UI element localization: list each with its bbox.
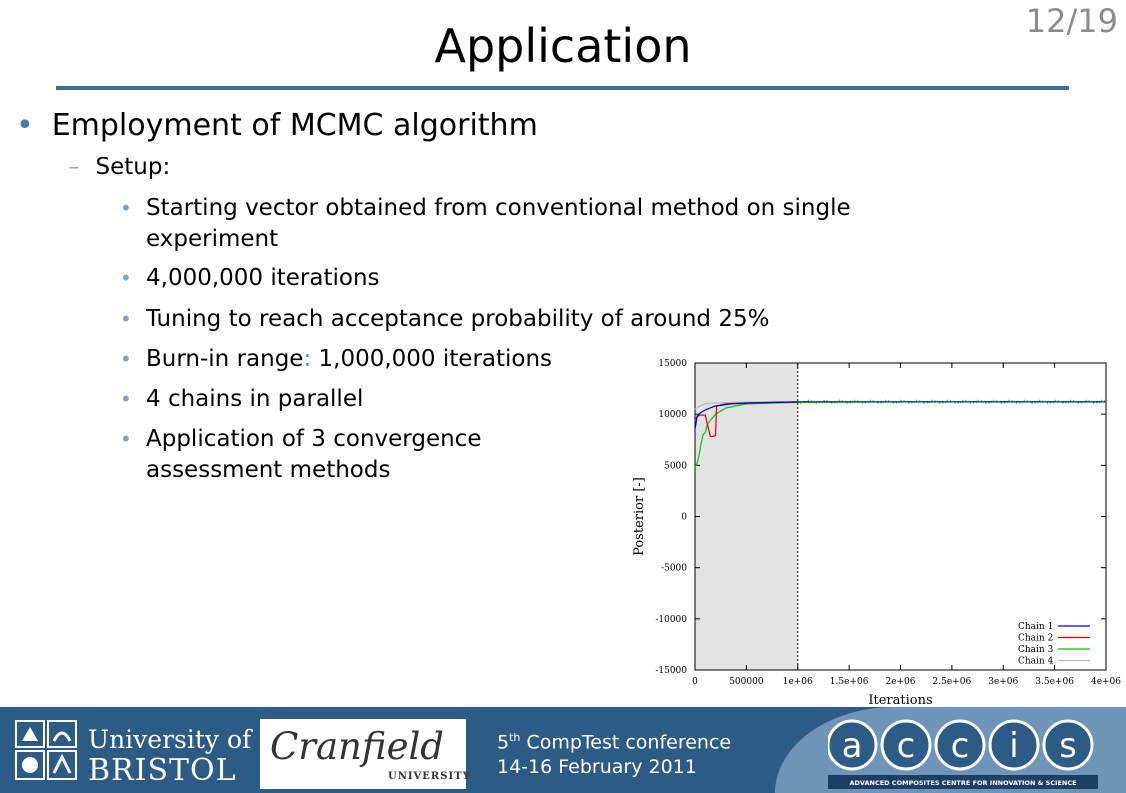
sub-bullet: • Tuning to reach acceptance probability… [120,304,986,335]
bullet-level1: • Employment of MCMC algorithm [16,106,538,146]
x-tick-label: 2.5e+06 [933,677,972,687]
sub-bullet: • 4,000,000 iterations [120,263,986,294]
accis-letter: a [842,726,863,766]
conference-name: 5th CompTest conference [497,731,732,754]
legend-label: Chain 1 [1018,622,1053,632]
sub-bullet-text: 4 chains in parallel [146,386,364,412]
title-divider [56,86,1069,90]
sub-bullet-text: 4,000,000 iterations [146,265,380,291]
y-axis-label: Posterior [-] [632,477,647,556]
x-tick-label: 4e+06 [1091,677,1121,687]
bristol-crest-icon [15,720,77,780]
bristol-line1: University of [88,725,252,754]
slide-title: Application [434,19,692,73]
bullet-level2: – Setup: [68,150,170,184]
sub-bullet-text: Burn-in range: 1,000,000 iterations [146,344,986,375]
x-axis-label: Iterations [868,693,932,708]
sub-bullet-text: Tuning to reach acceptance probability o… [146,306,770,332]
burn-in-region [695,363,798,670]
x-tick-label: 0 [692,677,698,687]
accis-letter: s [1059,726,1077,766]
conference-date: 14-16 February 2011 [497,756,697,779]
x-tick-label: 1e+06 [783,677,813,687]
accis-tagline-bar [828,775,1098,789]
accis-tagline: ADVANCED COMPOSITES CENTRE FOR INNOVATIO… [849,779,1076,787]
y-tick-label: 15000 [658,359,687,369]
y-tick-label: -5000 [661,564,687,574]
accis-circle [1042,719,1094,771]
sub-bullet: • Starting vector obtained from conventi… [120,193,986,255]
series-line [694,401,1106,430]
bristol-logo: University of BRISTOL [14,719,251,788]
bullet-icon: • [16,108,34,143]
x-tick-label: 3.5e+06 [1035,677,1074,687]
accis-letter: c [897,726,916,766]
legend-label: Chain 2 [1018,634,1053,644]
dash-icon: – [68,154,80,180]
x-tick-label: 3e+06 [988,677,1018,687]
x-tick-label: 2e+06 [885,677,915,687]
y-tick-label: -10000 [655,615,687,625]
bullet-icon: • [120,427,132,451]
burn-in-label: Burn-in range [146,346,304,372]
burn-in-colon: : [303,346,312,372]
bullet-text: Setup: [95,154,171,180]
footer-bar: University of BRISTOL Cranfield UNIVERSI… [0,707,1126,793]
sub-bullet-text: Application of 3 convergence assessment m… [146,424,986,486]
posterior-chart: 15000 10000 5000 0 -5000 -10000 -15000 0 500000 1… [632,359,1121,708]
x-tick-label: 1.5e+06 [830,677,869,687]
accis-circle [988,719,1040,771]
accis-circle [828,719,878,771]
y-tick-label: 0 [681,513,687,523]
sub-bullet: • Burn-in range: 1,000,000 iterations [120,344,986,375]
convergence-line: assessment methods [146,457,391,483]
x-tick-label: 500000 [729,677,764,687]
legend-label: Chain 4 [1018,657,1054,667]
y-tick-label: -15000 [655,666,687,676]
cranfield-name: Cranfield [270,725,444,768]
y-tick-label: 10000 [658,410,687,420]
slide-number: 12/19 [1025,2,1118,40]
legend-label: Chain 3 [1018,645,1054,655]
sub-bullet: • Application of 3 convergence assessment… [120,424,986,486]
bullet-icon: • [120,307,132,331]
bullet-icon: • [120,387,132,411]
bullet-icon: • [120,266,132,290]
series-noise [797,399,1107,405]
accis-circle [934,719,986,771]
y-tick-label: 5000 [664,461,687,471]
convergence-line: Application of 3 convergence [146,426,482,452]
burn-in-value: 1,000,000 iterations [311,346,553,372]
cranfield-sub: UNIVERSITY [388,771,471,782]
bristol-line2: BRISTOL [88,753,237,788]
bullet-icon: • [120,347,132,371]
accis-letter: c [951,726,970,766]
sub-bullet: • 4 chains in parallel [120,384,986,415]
conference-info: 5th CompTest conference 14-16 February 2… [497,725,731,780]
convergence-text: Application of 3 convergence assessment m… [146,424,566,486]
bullet-icon: • [120,196,132,220]
accis-circle [880,719,932,771]
accis-letter: i [1009,726,1018,766]
bullet-text: Employment of MCMC algorithm [51,108,538,143]
cranfield-logo: Cranfield UNIVERSITY [260,719,470,789]
sub-bullet-text: Starting vector obtained from convention… [146,195,851,252]
